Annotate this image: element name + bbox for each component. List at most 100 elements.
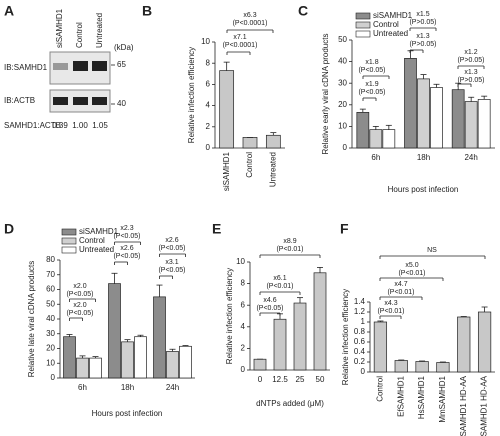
y-tick-label: 0.6 [354, 337, 366, 346]
x-tick-label: HsSAMHD1 HD-AA [480, 375, 489, 436]
panel-label: A [4, 3, 14, 19]
annotation-note: (P<0.0001) [233, 20, 268, 27]
x-axis-label: Hours post infection [388, 185, 459, 194]
ratio-label: SAMHD1:ACTB [4, 121, 61, 130]
bar [265, 134, 281, 149]
bar [373, 321, 388, 373]
annotation: x2.6 [120, 245, 133, 252]
band [53, 63, 68, 70]
bar [134, 336, 147, 379]
bar [464, 101, 478, 149]
band [92, 97, 107, 105]
bar [153, 296, 166, 379]
annotation-note: (P<0.05) [358, 67, 385, 74]
x-tick-label: 18h [417, 153, 430, 162]
annotation: x1.8 [365, 59, 378, 66]
bar [313, 272, 327, 371]
y-tick-label: 6 [206, 80, 211, 89]
legend-swatch [61, 246, 77, 254]
y-tick-label: 1.4 [354, 297, 366, 306]
x-tick-label: 18h [121, 383, 134, 392]
y-tick-label: 20 [338, 100, 347, 109]
y-tick-label: 1 [361, 317, 366, 326]
x-tick-label: 25 [296, 375, 305, 384]
annotation: x2.3 [120, 225, 133, 232]
y-tick-label: 10 [46, 358, 55, 367]
panel-label: F [340, 221, 349, 237]
x-tick-label: Control [376, 376, 385, 402]
y-tick-label: 50 [338, 35, 347, 44]
bar [242, 137, 258, 149]
annotation: x2.0 [73, 283, 86, 290]
legend-label: siSAMHD1 [373, 11, 413, 20]
bar [166, 351, 179, 379]
band [73, 97, 88, 105]
panel-label: D [4, 221, 14, 237]
bar [89, 357, 102, 379]
x-axis-label: dNTPs added (μM) [256, 399, 324, 408]
annotation-note: (P<0.01) [276, 246, 303, 253]
legend-swatch [355, 30, 371, 38]
y-tick-label: 80 [46, 255, 55, 264]
ratio: 1.05 [92, 121, 108, 130]
x-tick-label: 6h [78, 383, 87, 392]
y-tick-label: 0 [51, 373, 56, 382]
legend-swatch [355, 12, 371, 20]
annotation: x1.3 [464, 69, 477, 76]
annotation: x3.1 [165, 259, 178, 266]
x-tick-label: MmSAMHD1 [438, 375, 447, 422]
y-tick-label: 60 [46, 285, 55, 294]
annotation: x5.0 [405, 262, 418, 269]
bar [404, 58, 417, 149]
y-tick-label: 40 [46, 314, 55, 323]
legend-swatch [61, 228, 77, 236]
bar [219, 70, 235, 149]
annotation: NS [427, 247, 437, 254]
y-tick-label: 8 [206, 58, 211, 67]
legend-swatch [355, 21, 371, 29]
x-tick-label: 24h [464, 153, 477, 162]
panel-label: B [142, 3, 152, 19]
panel-label: E [212, 221, 221, 237]
x-tick-label: EfSAMHD1 HD-AA [459, 375, 468, 436]
bar [108, 283, 121, 379]
band [73, 61, 88, 71]
y-axis-label: Relative infection efficiency [341, 289, 350, 385]
bar [121, 341, 134, 379]
annotation: x8.9 [283, 238, 296, 245]
annotation-note: (P<0.05) [66, 291, 93, 298]
y-axis-label: Relative infection efficiency [187, 47, 196, 143]
x-tick-label: 50 [316, 375, 325, 384]
y-tick-label: 40 [338, 57, 347, 66]
x-tick-label: 0 [258, 375, 263, 384]
annotation-note: (P<0.05) [158, 267, 185, 274]
x-axis-label: Hours post infection [92, 409, 163, 418]
marker: 65 [117, 60, 126, 69]
annotation-note: (P>0.05) [409, 19, 436, 26]
annotation: x1.2 [464, 49, 477, 56]
annotation: x4.7 [394, 281, 407, 288]
annotation-note: (P<0.01) [266, 283, 293, 290]
row-label: IB:ACTB [4, 96, 35, 105]
lane-label: Untreated [95, 13, 104, 48]
annotation-note: (P<0.01) [377, 308, 404, 315]
band [53, 97, 68, 105]
annotation-note: (P>0.05) [457, 77, 484, 84]
unit: (kDa) [114, 43, 134, 52]
legend-swatch [61, 237, 77, 245]
y-tick-label: 50 [46, 299, 55, 308]
bar [415, 361, 429, 373]
annotation-note: (P<0.05) [66, 310, 93, 317]
y-tick-label: 0 [241, 365, 246, 374]
y-tick-label: 1.2 [354, 307, 366, 316]
annotation-note: (P<0.05) [113, 233, 140, 240]
y-tick-label: 0.4 [354, 347, 366, 356]
band [92, 61, 107, 71]
y-tick-label: 6 [241, 300, 246, 309]
annotation-note: (P<0.05) [256, 305, 283, 312]
annotation: x1.5 [416, 11, 429, 18]
legend-label: Control [373, 20, 399, 29]
y-axis-label: Relative infection efficiency [225, 268, 234, 364]
x-tick-label: siSAMHD1 [222, 151, 231, 191]
x-tick-label: Untreated [268, 152, 277, 187]
